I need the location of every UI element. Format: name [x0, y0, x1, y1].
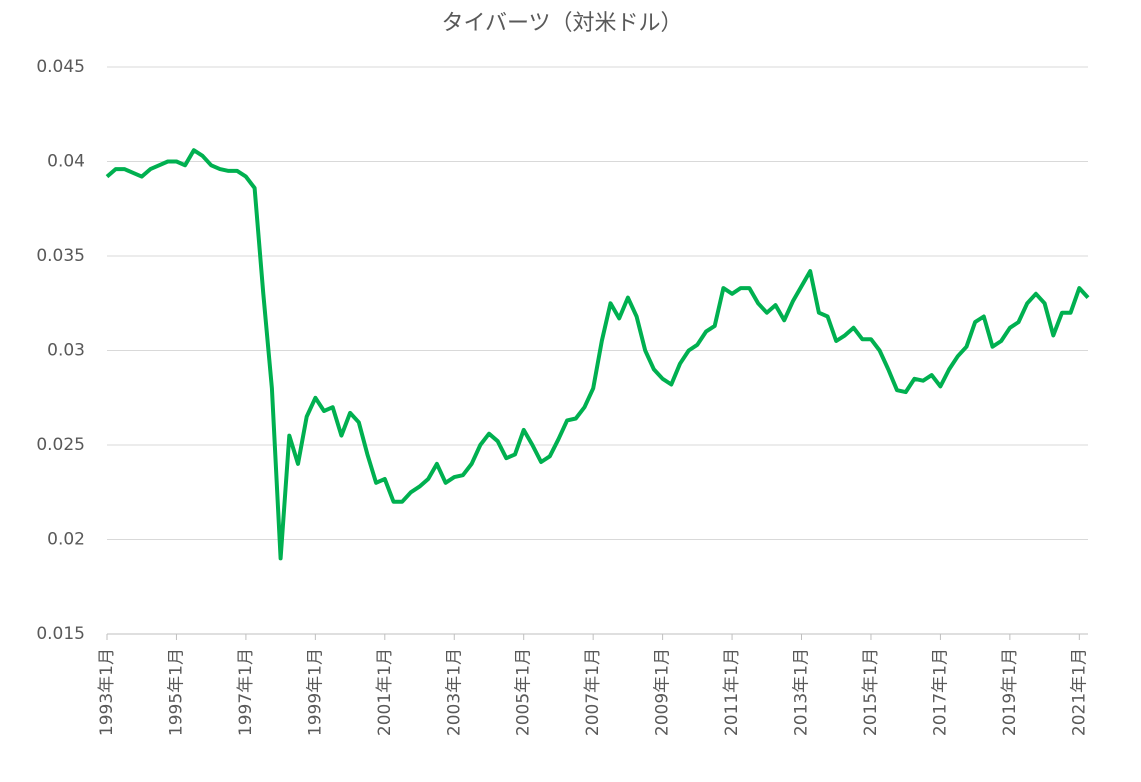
x-tick-label: 2013年1月: [792, 648, 812, 736]
x-tick-label: 2005年1月: [514, 648, 534, 736]
x-tick-label: 2021年1月: [1069, 648, 1089, 736]
x-tick-label: 1993年1月: [97, 648, 117, 736]
x-tick-label: 1999年1月: [305, 648, 325, 736]
y-tick-label: 0.015: [36, 624, 85, 644]
x-tick-label: 2009年1月: [653, 648, 673, 736]
chart-title: タイバーツ（対米ドル）: [441, 11, 682, 36]
y-tick-label: 0.035: [36, 246, 85, 266]
y-tick-label: 0.045: [36, 57, 85, 77]
y-tick-label: 0.02: [47, 530, 85, 550]
x-tick-label: 2011年1月: [722, 648, 742, 736]
x-tick-label: 2007年1月: [583, 648, 603, 736]
x-tick-label: 2019年1月: [1000, 648, 1020, 736]
x-tick-label: 1995年1月: [166, 648, 186, 736]
y-tick-label: 0.025: [36, 435, 85, 455]
x-tick-label: 2015年1月: [861, 648, 881, 736]
x-tick-label: 2001年1月: [375, 648, 395, 736]
data-line: [105, 148, 1090, 561]
y-tick-label: 0.03: [47, 341, 85, 361]
x-tick-label: 2003年1月: [444, 648, 464, 736]
y-tick-label: 0.04: [47, 152, 85, 172]
x-tick-label: 1997年1月: [236, 648, 256, 736]
x-tick-label: 2017年1月: [930, 648, 950, 736]
